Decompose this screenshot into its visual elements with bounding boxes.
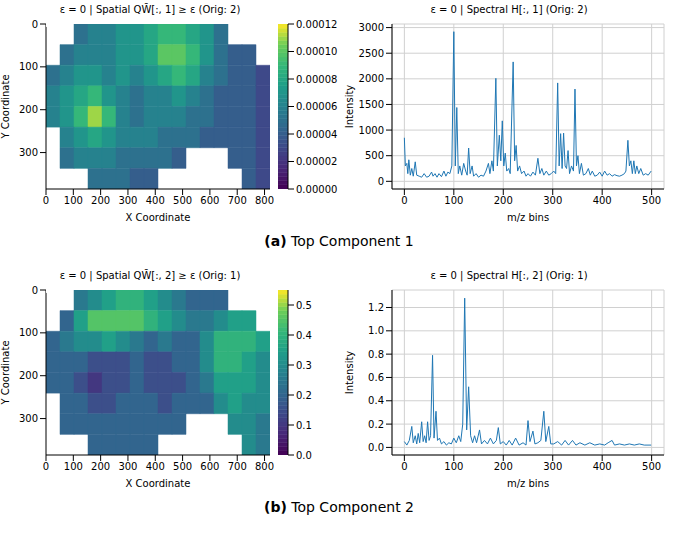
svg-text:2500: 2500 xyxy=(359,48,384,59)
svg-text:2000: 2000 xyxy=(359,73,384,84)
svg-text:0.00004: 0.00004 xyxy=(296,129,337,140)
svg-text:0.00012: 0.00012 xyxy=(296,20,337,30)
svg-text:200: 200 xyxy=(494,461,513,472)
svg-text:300: 300 xyxy=(118,195,137,206)
svg-text:400: 400 xyxy=(146,195,165,206)
svg-text:200: 200 xyxy=(19,104,38,115)
svg-text:0: 0 xyxy=(32,20,38,30)
svg-text:0.3: 0.3 xyxy=(296,360,312,371)
svg-text:400: 400 xyxy=(593,461,612,472)
svg-text:0.4: 0.4 xyxy=(296,330,312,341)
svg-text:0: 0 xyxy=(43,195,49,206)
svg-text:X Coordinate: X Coordinate xyxy=(126,478,191,489)
html-text:(b) Top Component 2: (b) Top Component 2 xyxy=(264,499,414,515)
svg-text:0: 0 xyxy=(378,176,384,187)
svg-text:Intensity: Intensity xyxy=(344,85,355,129)
svg-text:300: 300 xyxy=(543,461,562,472)
svg-text:0.00006: 0.00006 xyxy=(296,101,337,112)
svg-text:100: 100 xyxy=(19,61,38,72)
svg-text:400: 400 xyxy=(593,195,612,206)
svg-text:400: 400 xyxy=(146,461,165,472)
svg-text:0.00002: 0.00002 xyxy=(296,156,337,167)
svg-text:0.6: 0.6 xyxy=(368,372,384,383)
svg-text:0: 0 xyxy=(401,195,407,206)
svg-text:1.2: 1.2 xyxy=(368,302,384,313)
svg-text:0: 0 xyxy=(401,461,407,472)
svg-text:500: 500 xyxy=(173,461,192,472)
svg-text:300: 300 xyxy=(543,195,562,206)
svg-text:600: 600 xyxy=(200,461,219,472)
svg-text:0: 0 xyxy=(43,461,49,472)
svg-text:m/z bins: m/z bins xyxy=(507,478,549,489)
svg-text:0.00010: 0.00010 xyxy=(296,46,337,57)
svg-text:200: 200 xyxy=(91,195,110,206)
svg-text:0.8: 0.8 xyxy=(368,349,384,360)
html-text:ε = 0 | Spatial QW̄[:, 1] ≥ ε: ε = 0 | Spatial QW̄[:, 1] ≥ ε (Orig: 2) xyxy=(59,4,241,15)
svg-text:100: 100 xyxy=(444,195,463,206)
svg-text:0.2: 0.2 xyxy=(296,390,312,401)
html-text:ε = 0 | Spectral H[:, 2] (Orig: ε = 0 | Spectral H[:, 2] (Orig: 1) xyxy=(430,270,588,281)
svg-text:100: 100 xyxy=(64,461,83,472)
svg-text:Y Coordinate: Y Coordinate xyxy=(0,74,11,139)
svg-text:600: 600 xyxy=(200,195,219,206)
svg-text:700: 700 xyxy=(228,461,247,472)
svg-text:1000: 1000 xyxy=(359,125,384,136)
svg-text:0.5: 0.5 xyxy=(296,300,312,311)
svg-text:0.0: 0.0 xyxy=(368,442,384,453)
svg-text:800: 800 xyxy=(255,195,274,206)
svg-text:500: 500 xyxy=(642,461,661,472)
html-text:ε = 0 | Spectral H[:, 1] (Orig: ε = 0 | Spectral H[:, 1] (Orig: 2) xyxy=(430,4,588,15)
svg-text:100: 100 xyxy=(19,327,38,338)
svg-text:3000: 3000 xyxy=(359,22,384,33)
svg-text:500: 500 xyxy=(642,195,661,206)
svg-text:300: 300 xyxy=(19,147,38,158)
svg-text:X Coordinate: X Coordinate xyxy=(126,212,191,223)
svg-text:0: 0 xyxy=(32,286,38,296)
svg-text:500: 500 xyxy=(365,150,384,161)
html-text:ε = 0 | Spatial QW̄[:, 2] ≥ ε: ε = 0 | Spatial QW̄[:, 2] ≥ ε (Orig: 1) xyxy=(59,270,241,281)
svg-text:100: 100 xyxy=(444,461,463,472)
svg-text:200: 200 xyxy=(494,195,513,206)
svg-text:0.00000: 0.00000 xyxy=(296,184,337,195)
svg-text:100: 100 xyxy=(64,195,83,206)
svg-text:0.00008: 0.00008 xyxy=(296,74,337,85)
svg-text:700: 700 xyxy=(228,195,247,206)
svg-text:0.1: 0.1 xyxy=(296,420,312,431)
svg-text:800: 800 xyxy=(255,461,274,472)
svg-text:1.0: 1.0 xyxy=(368,325,384,336)
svg-text:500: 500 xyxy=(173,195,192,206)
html-text:(a) Top Component 1: (a) Top Component 1 xyxy=(264,233,414,249)
svg-text:200: 200 xyxy=(91,461,110,472)
svg-text:0.0: 0.0 xyxy=(296,450,312,461)
svg-text:0.4: 0.4 xyxy=(368,395,384,406)
svg-text:0.2: 0.2 xyxy=(368,419,384,430)
svg-text:300: 300 xyxy=(118,461,137,472)
svg-text:1500: 1500 xyxy=(359,99,384,110)
svg-text:Y Coordinate: Y Coordinate xyxy=(0,340,11,405)
svg-text:Intensity: Intensity xyxy=(344,351,355,395)
svg-text:200: 200 xyxy=(19,370,38,381)
svg-text:m/z bins: m/z bins xyxy=(507,212,549,223)
svg-text:300: 300 xyxy=(19,413,38,424)
